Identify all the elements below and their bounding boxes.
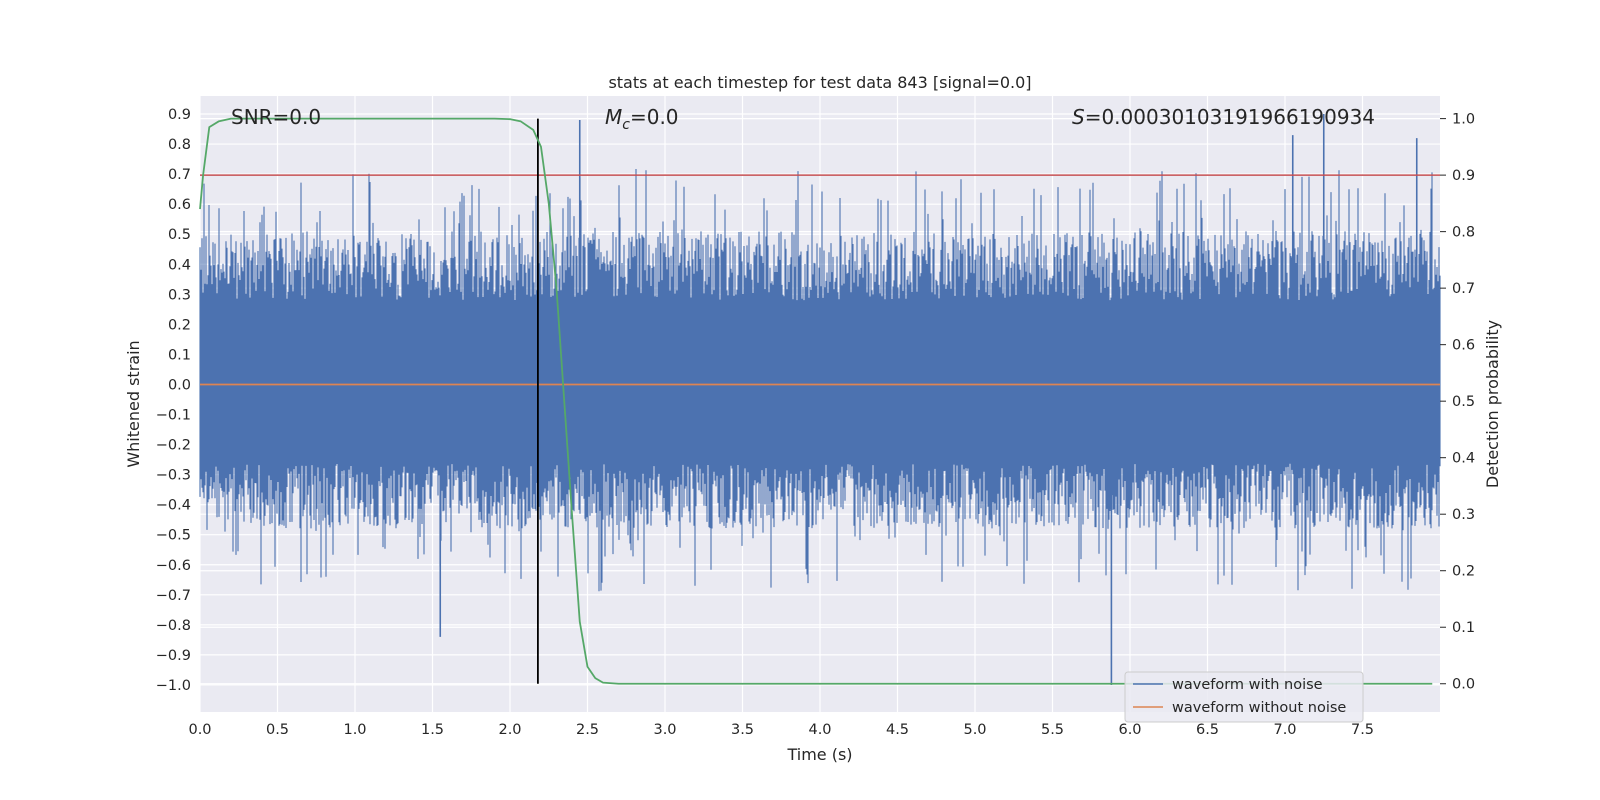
s-symbol: S xyxy=(1072,105,1085,129)
y-tick-label: 0.3 xyxy=(168,287,191,303)
mc-annotation: Mc=0.0 xyxy=(605,105,679,133)
x-tick-label: 0.0 xyxy=(188,722,211,738)
y-tick-label: −0.9 xyxy=(156,648,191,664)
x-tick-label: 3.0 xyxy=(653,722,676,738)
y2-tick-label: 1.0 xyxy=(1452,112,1475,128)
x-tick-label: 4.0 xyxy=(808,722,831,738)
y-tick-label: 0.4 xyxy=(168,257,191,273)
y-tick-label: −0.7 xyxy=(156,588,191,604)
s-value: =0.00030103191966190934 xyxy=(1085,105,1375,129)
x-tick-label: 2.0 xyxy=(498,722,521,738)
y2-tick-label: 0.4 xyxy=(1452,451,1475,467)
y-tick-label: 0.6 xyxy=(168,197,191,213)
detection-probability-line xyxy=(199,117,1433,685)
x-tick-label: 6.5 xyxy=(1196,722,1219,738)
y2-axis-ticks: 0.0 0.1 0.2 0.3 0.4 0.5 0.6 0.7 0.8 0.9 1.0 xyxy=(1440,112,1475,693)
y-tick-label: 0.9 xyxy=(168,107,191,123)
x-axis-label: Time (s) xyxy=(786,745,852,764)
mc-symbol: M xyxy=(605,105,622,129)
y-tick-label: 0.0 xyxy=(168,377,191,393)
x-tick-label: 2.5 xyxy=(576,722,599,738)
y-tick-label: −0.1 xyxy=(156,408,191,424)
y2-tick-label: 0.2 xyxy=(1452,564,1475,580)
y2-tick-label: 0.7 xyxy=(1452,281,1475,297)
y-axis-label: Whitened strain xyxy=(124,340,143,467)
y2-tick-label: 0.1 xyxy=(1452,620,1475,636)
chart-title: stats at each timestep for test data 843… xyxy=(608,73,1031,92)
x-tick-label: 5.5 xyxy=(1041,722,1064,738)
x-tick-label: 1.5 xyxy=(421,722,444,738)
x-tick-label: 7.0 xyxy=(1273,722,1296,738)
snr-annotation: SNR=0.0 xyxy=(231,105,321,129)
y-tick-label: 0.8 xyxy=(168,137,191,153)
x-axis-ticks: 0.0 0.5 1.0 1.5 2.0 2.5 3.0 3.5 4.0 4.5 5.0 5.5 6.0 6… xyxy=(188,722,1374,738)
y2-axis-label: Detection probability xyxy=(1483,320,1502,488)
legend: waveform with noise waveform without noi… xyxy=(1124,671,1364,723)
y-tick-label: 0.2 xyxy=(168,317,191,333)
y2-tick-label: 0.8 xyxy=(1452,225,1475,241)
x-tick-label: 7.5 xyxy=(1351,722,1374,738)
y-axis-ticks: −1.0 −0.9 −0.8 −0.7 −0.6 −0.5 −0.4 −0.3 −0.2 −0.1… xyxy=(156,107,191,694)
x-tick-label: 0.5 xyxy=(266,722,289,738)
x-tick-label: 3.5 xyxy=(731,722,754,738)
y-tick-label: −1.0 xyxy=(156,678,191,694)
y2-tick-label: 0.9 xyxy=(1452,168,1475,184)
y2-tick-label: 0.5 xyxy=(1452,394,1475,410)
y-tick-label: −0.6 xyxy=(156,558,191,574)
series-waveform-with-noise xyxy=(199,114,1441,685)
legend-box xyxy=(1124,671,1364,723)
y2-tick-label: 0.3 xyxy=(1452,507,1475,523)
x-tick-label: 1.0 xyxy=(343,722,366,738)
legend-label-with-noise: waveform with noise xyxy=(1172,677,1323,693)
y-tick-label: 0.7 xyxy=(168,167,191,183)
mc-value: =0.0 xyxy=(630,105,679,129)
legend-label-without-noise: waveform without noise xyxy=(1172,700,1346,716)
y-tick-label: 0.5 xyxy=(168,227,191,243)
y-tick-label: −0.4 xyxy=(156,498,191,514)
y2-tick-label: 0.6 xyxy=(1452,338,1475,354)
series-lines xyxy=(199,117,1440,685)
noise-band xyxy=(199,169,1441,592)
x-tick-label: 5.0 xyxy=(963,722,986,738)
y-tick-label: −0.2 xyxy=(156,438,191,454)
y2-tick-label: 0.0 xyxy=(1452,677,1475,693)
y-tick-label: −0.5 xyxy=(156,528,191,544)
x-tick-label: 6.0 xyxy=(1118,722,1141,738)
y-tick-label: −0.8 xyxy=(156,618,191,634)
y-tick-label: −0.3 xyxy=(156,468,191,484)
x-tick-label: 4.5 xyxy=(886,722,909,738)
y-tick-label: 0.1 xyxy=(168,347,191,363)
mc-subscript: c xyxy=(622,117,630,133)
s-annotation: S=0.00030103191966190934 xyxy=(1072,105,1375,129)
